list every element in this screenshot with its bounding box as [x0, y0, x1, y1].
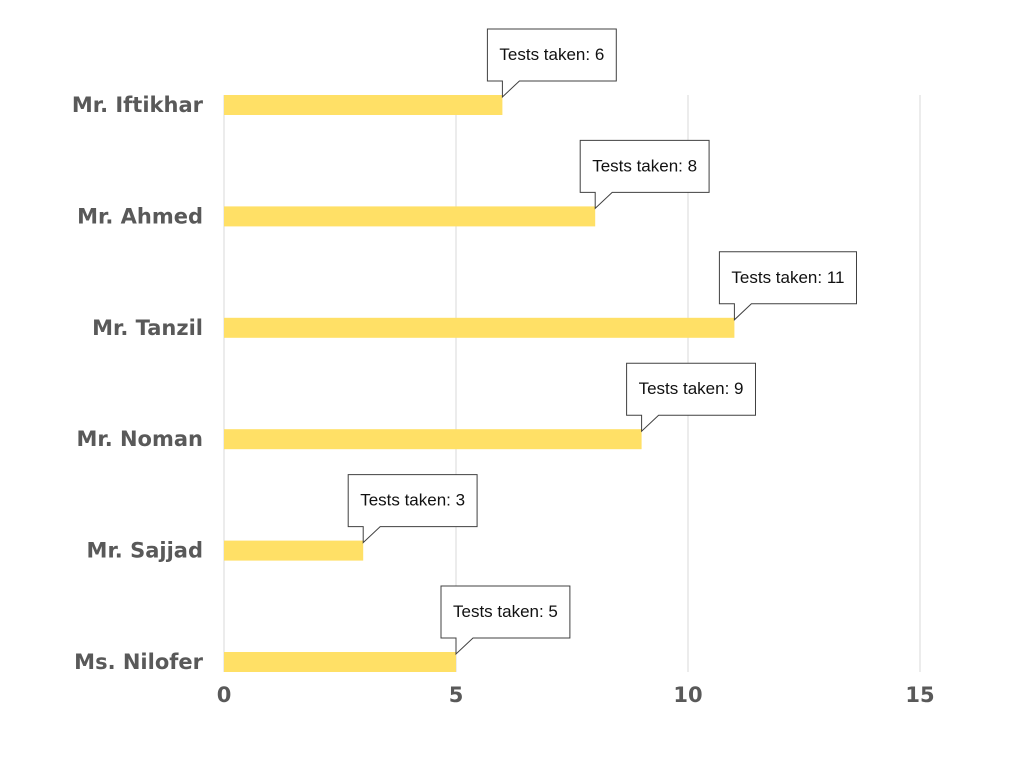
callout-box	[486, 28, 617, 99]
category-label: Ms. Nilofer	[74, 650, 203, 674]
callout-box	[440, 585, 571, 656]
category-label: Mr. Sajjad	[87, 539, 203, 563]
category-label: Mr. Ahmed	[77, 204, 203, 228]
bar	[224, 540, 364, 561]
x-tick-label: 0	[217, 683, 232, 707]
data-label: Tests taken: 6	[499, 45, 604, 64]
data-label-callout: Tests taken: 3	[347, 474, 478, 544]
bar	[224, 652, 456, 672]
callout-box	[579, 139, 710, 210]
data-label: Tests taken: 9	[639, 379, 744, 398]
category-label: Mr. Iftikhar	[72, 93, 204, 117]
data-label: Tests taken: 3	[360, 491, 465, 510]
data-label-callouts: Tests taken: 6 Tests taken: 8 Tests taken:…	[347, 28, 857, 656]
callout-box	[347, 474, 478, 544]
category-label: Mr. Tanzil	[92, 316, 203, 340]
x-tick-label: 15	[905, 683, 934, 707]
bars	[224, 95, 735, 672]
bar	[224, 95, 503, 115]
data-label-callout: Tests taken: 5	[440, 585, 571, 656]
callout-box	[626, 362, 756, 433]
data-label-callout: Tests taken: 6	[486, 28, 617, 99]
category-labels: Mr. Iftikhar Mr. Ahmed Mr. Tanzil Mr. Noman…	[72, 93, 204, 674]
bar	[224, 429, 642, 450]
data-label: Tests taken: 8	[592, 156, 697, 175]
bar	[224, 317, 735, 338]
bar	[224, 206, 596, 227]
callout-box	[718, 251, 857, 321]
x-tick-label: 10	[673, 683, 702, 707]
x-tick-label: 5	[449, 683, 464, 707]
data-label-callout: Tests taken: 9	[626, 362, 756, 433]
gridlines	[223, 95, 921, 672]
data-label-callout: Tests taken: 11	[718, 251, 857, 321]
x-axis-ticks: 0 5 10 15	[217, 683, 935, 707]
data-label: Tests taken: 11	[731, 268, 844, 287]
category-label: Mr. Noman	[76, 427, 203, 451]
data-label: Tests taken: 5	[453, 602, 558, 621]
data-label-callout: Tests taken: 8	[579, 139, 710, 210]
